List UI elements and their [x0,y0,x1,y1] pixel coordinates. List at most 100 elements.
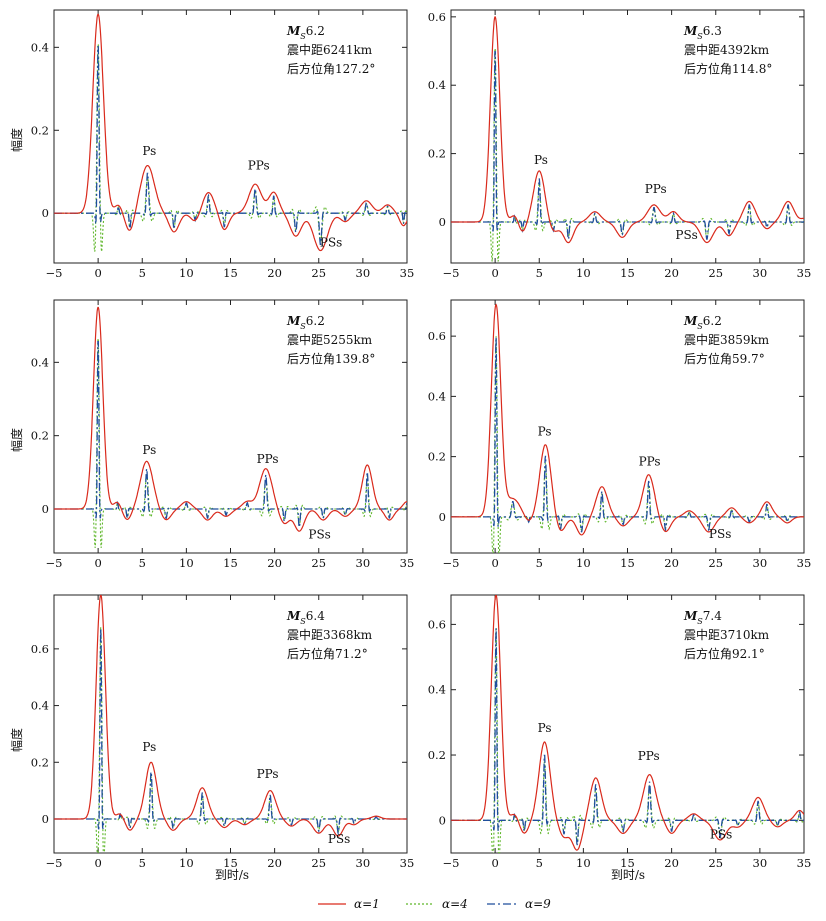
x-tick-label: 25 [311,266,326,280]
x-tick-label: 15 [620,266,635,280]
event-magnitude: MS6.2 [286,314,325,331]
y-tick-label: 0.2 [31,429,49,443]
x-tick-label: 35 [797,856,812,870]
event-distance: 震中距3859km [684,332,770,347]
x-tick-label: 20 [664,266,679,280]
series-alpha9 [54,341,407,528]
y-tick-label: 0.2 [428,748,446,762]
x-tick-label: 35 [400,266,415,280]
series-alpha4 [451,627,804,853]
x-tick-label: 0 [491,266,498,280]
series-alpha1 [451,595,804,851]
panel-5: −5 0 5 10 15 20 25 30 35 0 0.2 0.4 0.6 Ps PPs PSs MS6.4震… [31,594,415,870]
x-tick-label: 25 [311,556,326,570]
series-alpha1 [54,13,407,252]
x-tick-label: 30 [753,266,768,280]
x-tick-label: 30 [356,856,371,870]
series-alpha1 [451,303,804,536]
phase-label-ps: Ps [142,740,156,754]
panel-2: −5 0 5 10 15 20 25 30 35 0 0.2 0.4 0.6 Ps PPs PSs MS6.3震… [428,9,812,280]
x-tick-label: −5 [46,266,63,280]
phase-label-pps: PPs [638,749,660,763]
series-group [54,595,407,853]
x-tick-label: 30 [753,856,768,870]
phase-label-ps: Ps [142,144,156,158]
panel-4: −5 0 5 10 15 20 25 30 35 0 0.2 0.4 0.6 Ps PPs PSs MS6.2震… [428,299,812,570]
event-back-azimuth: 后方位角114.8° [684,61,772,76]
x-tick-label: 10 [179,266,194,280]
x-tick-label: 10 [576,856,591,870]
phase-label-pps: PPs [257,767,279,781]
x-tick-label: 20 [664,556,679,570]
phase-label-pss: PSs [710,827,732,841]
phase-label-pss: PSs [709,527,731,541]
event-magnitude: MS6.2 [286,24,325,41]
y-tick-label: 0.4 [31,355,49,369]
y-tick-label: 0.4 [31,40,49,54]
series-group [451,16,804,262]
event-distance: 震中距3710km [684,627,770,642]
x-tick-label: −5 [443,856,460,870]
y-tick-label: 0.2 [31,755,49,769]
phase-label-ps: Ps [534,153,548,167]
x-tick-label: 20 [664,856,679,870]
y-tick-label: 0.6 [31,642,49,656]
event-distance: 震中距6241km [287,42,373,57]
x-tick-label: 0 [94,556,101,570]
y-tick-label: 0.2 [428,147,446,161]
x-tick-label: 30 [356,266,371,280]
x-tick-label: 5 [536,856,543,870]
x-tick-label: 5 [536,556,543,570]
series-alpha1 [451,16,804,244]
x-tick-label: −5 [46,856,63,870]
x-tick-label: 0 [94,266,101,280]
x-tick-label: 30 [356,556,371,570]
x-tick-label: 20 [267,856,282,870]
event-magnitude: MS6.4 [286,609,325,626]
y-tick-label: 0.4 [31,699,49,713]
series-alpha9 [54,46,407,246]
series-alpha4 [451,47,804,262]
x-tick-label: 35 [797,266,812,280]
y-tick-label: 0.6 [428,617,446,631]
phase-label-pps: PPs [639,455,661,469]
event-back-azimuth: 后方位角127.2° [287,61,375,76]
phase-label-pps: PPs [645,182,667,196]
panel-3: −5 0 5 10 15 20 25 30 35 0 0.2 0.4 Ps PPs PSs MS6.2震中距5… [31,299,415,570]
x-tick-label: 35 [400,556,415,570]
series-group [451,595,804,853]
x-tick-label: 15 [620,856,635,870]
x-tick-label: 20 [267,266,282,280]
x-tick-label: 10 [576,266,591,280]
x-tick-label: 5 [139,266,146,280]
series-group [451,303,804,553]
series-alpha4 [451,336,804,553]
event-back-azimuth: 后方位角59.7° [684,351,765,366]
y-axis-label-middle: 幅度 [9,428,24,452]
phase-label-ps: Ps [538,721,552,735]
x-tick-label: −5 [46,556,63,570]
legend-label-alpha9: α=9 [525,897,551,911]
x-tick-label: 5 [536,266,543,280]
panel-1: −5 0 5 10 15 20 25 30 35 0 0.2 0.4 Ps PPs PSs MS6.2震中距6… [31,9,415,280]
x-tick-label: 5 [139,556,146,570]
y-tick-label: 0.4 [428,78,446,92]
x-tick-label: 25 [708,856,723,870]
panel-6: −5 0 5 10 15 20 25 30 35 0 0.2 0.4 0.6 Ps PPs PSs MS7.4震… [428,594,812,870]
x-tick-label: 35 [400,856,415,870]
x-tick-label: 15 [223,266,238,280]
series-alpha4 [54,337,407,548]
y-tick-label: 0.6 [428,10,446,24]
x-tick-label: 35 [797,556,812,570]
x-tick-label: 25 [708,556,723,570]
series-group [54,306,407,548]
x-tick-label: 20 [267,556,282,570]
x-tick-label: −5 [443,556,460,570]
y-tick-label: 0 [439,215,446,229]
phase-label-ps: Ps [142,443,156,457]
y-tick-label: 0 [42,502,49,516]
x-tick-label: 15 [620,556,635,570]
event-magnitude: MS6.3 [683,24,722,41]
x-tick-label: 15 [223,856,238,870]
